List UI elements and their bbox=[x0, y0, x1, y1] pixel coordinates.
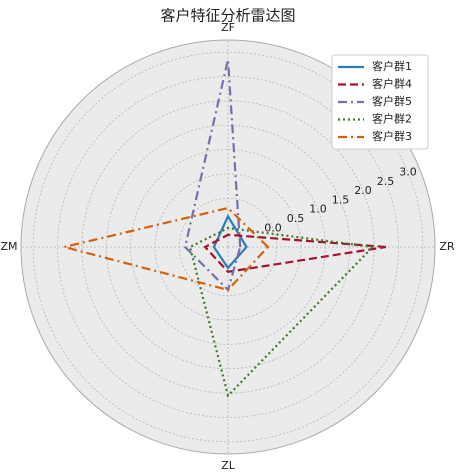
r-tick-label: 0.5 bbox=[287, 212, 305, 225]
legend-label: 客户群5 bbox=[372, 94, 412, 108]
legend-label: 客户群2 bbox=[372, 112, 412, 126]
axis-label: ZL bbox=[221, 459, 236, 472]
series-line bbox=[183, 59, 242, 293]
axis-label: ZF bbox=[221, 21, 235, 34]
legend-label: 客户群4 bbox=[372, 77, 412, 91]
series-line bbox=[188, 226, 376, 398]
chart-title: 客户特征分析雷达图 bbox=[160, 7, 295, 25]
grid-ring bbox=[57, 76, 399, 418]
grid-ring bbox=[32, 51, 424, 443]
series-line bbox=[212, 213, 248, 270]
grid-ring bbox=[81, 100, 375, 394]
axis-label: ZR bbox=[439, 240, 455, 253]
legend-box bbox=[331, 54, 429, 150]
legend-label: 客户群1 bbox=[372, 59, 412, 73]
r-tick-label: 2.0 bbox=[354, 184, 372, 197]
r-tick-label: 2.5 bbox=[377, 175, 395, 188]
r-tick-label: 1.5 bbox=[332, 193, 350, 206]
r-tick-label: 0.0 bbox=[264, 221, 282, 234]
axis-label: ZM bbox=[0, 240, 17, 253]
r-tick-label: 3.0 bbox=[399, 165, 417, 178]
legend-label: 客户群3 bbox=[372, 129, 412, 143]
series-line bbox=[203, 233, 386, 273]
r-tick-label: 1.0 bbox=[309, 203, 327, 216]
series-line bbox=[64, 206, 270, 292]
